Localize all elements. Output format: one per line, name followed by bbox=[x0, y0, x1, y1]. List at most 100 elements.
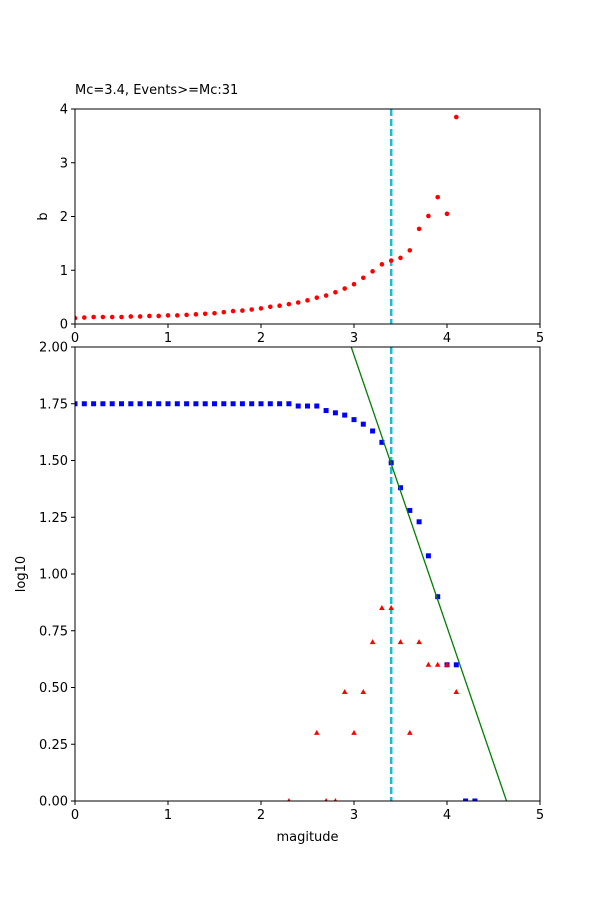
point bbox=[295, 300, 301, 305]
point bbox=[193, 401, 199, 407]
point bbox=[388, 258, 394, 263]
y-tick-label: 2.00 bbox=[39, 341, 68, 356]
point bbox=[230, 401, 236, 407]
x-tick-label: 4 bbox=[443, 331, 451, 346]
y-tick-label: 0.50 bbox=[39, 681, 68, 696]
x-tick-label: 5 bbox=[536, 331, 544, 346]
point bbox=[425, 661, 432, 667]
point bbox=[388, 605, 394, 611]
point bbox=[75, 315, 78, 321]
y-axis-label: b bbox=[36, 212, 51, 220]
point bbox=[314, 729, 320, 735]
point bbox=[109, 401, 115, 407]
point bbox=[184, 401, 190, 407]
x-tick-label: 1 bbox=[164, 331, 172, 346]
plot-area bbox=[75, 109, 459, 324]
point bbox=[119, 314, 124, 320]
point bbox=[100, 401, 106, 407]
point bbox=[277, 401, 283, 407]
point bbox=[91, 401, 97, 407]
point bbox=[379, 605, 385, 611]
point bbox=[156, 401, 162, 407]
x-tick-label: 4 bbox=[443, 808, 451, 823]
y-tick-label: 2 bbox=[60, 210, 68, 225]
point bbox=[333, 289, 338, 295]
point bbox=[342, 412, 348, 418]
point bbox=[165, 401, 171, 407]
point bbox=[425, 553, 431, 559]
point bbox=[351, 417, 357, 423]
point bbox=[277, 303, 282, 309]
point bbox=[426, 213, 431, 219]
point bbox=[119, 401, 124, 407]
point bbox=[175, 313, 180, 318]
point bbox=[416, 226, 422, 232]
point bbox=[341, 689, 348, 695]
point bbox=[398, 485, 403, 491]
point bbox=[332, 410, 338, 416]
point bbox=[137, 314, 143, 319]
plot-area bbox=[75, 347, 508, 801]
point bbox=[472, 798, 478, 801]
point bbox=[453, 662, 459, 668]
point bbox=[258, 401, 264, 407]
point bbox=[333, 798, 338, 801]
y-tick-label: 0 bbox=[60, 318, 68, 333]
fit-line bbox=[350, 347, 508, 801]
point bbox=[240, 308, 245, 313]
point bbox=[416, 519, 422, 525]
point bbox=[444, 661, 450, 667]
point bbox=[91, 314, 96, 320]
point bbox=[398, 255, 403, 261]
point bbox=[212, 310, 217, 316]
point bbox=[174, 401, 180, 407]
point bbox=[397, 639, 404, 645]
x-tick-label: 0 bbox=[71, 331, 79, 346]
point bbox=[407, 248, 413, 253]
point bbox=[184, 312, 189, 318]
point bbox=[324, 798, 328, 801]
point bbox=[323, 293, 329, 298]
point bbox=[202, 311, 208, 317]
point bbox=[351, 281, 357, 287]
point bbox=[361, 275, 366, 281]
y-tick-label: 1 bbox=[60, 264, 68, 279]
point bbox=[212, 401, 217, 407]
point bbox=[435, 594, 441, 600]
point bbox=[453, 689, 460, 695]
point bbox=[286, 401, 292, 407]
point bbox=[342, 286, 348, 291]
point bbox=[287, 798, 291, 801]
point bbox=[463, 798, 469, 801]
y-tick-label: 0.25 bbox=[39, 738, 68, 753]
x-tick-label: 5 bbox=[536, 808, 544, 823]
point bbox=[286, 301, 292, 307]
point bbox=[370, 269, 375, 274]
point bbox=[369, 639, 376, 645]
point bbox=[434, 661, 441, 667]
point bbox=[249, 307, 254, 312]
x-tick-label: 2 bbox=[257, 331, 265, 346]
point bbox=[100, 314, 106, 320]
point bbox=[75, 401, 78, 407]
y-tick-label: 4 bbox=[60, 103, 68, 118]
point bbox=[268, 304, 273, 310]
point bbox=[202, 401, 208, 407]
y-tick-label: 0.75 bbox=[39, 624, 68, 639]
point bbox=[221, 401, 227, 407]
point bbox=[351, 729, 357, 735]
point bbox=[379, 262, 385, 267]
point bbox=[416, 639, 422, 645]
point bbox=[81, 401, 87, 407]
y-tick-label: 1.25 bbox=[39, 511, 68, 526]
point bbox=[230, 308, 236, 314]
point bbox=[258, 306, 264, 311]
point bbox=[295, 403, 301, 409]
point bbox=[165, 313, 171, 318]
x-tick-label: 0 bbox=[71, 808, 79, 823]
x-tick-label: 2 bbox=[257, 808, 265, 823]
point bbox=[109, 314, 115, 320]
point bbox=[360, 421, 366, 427]
